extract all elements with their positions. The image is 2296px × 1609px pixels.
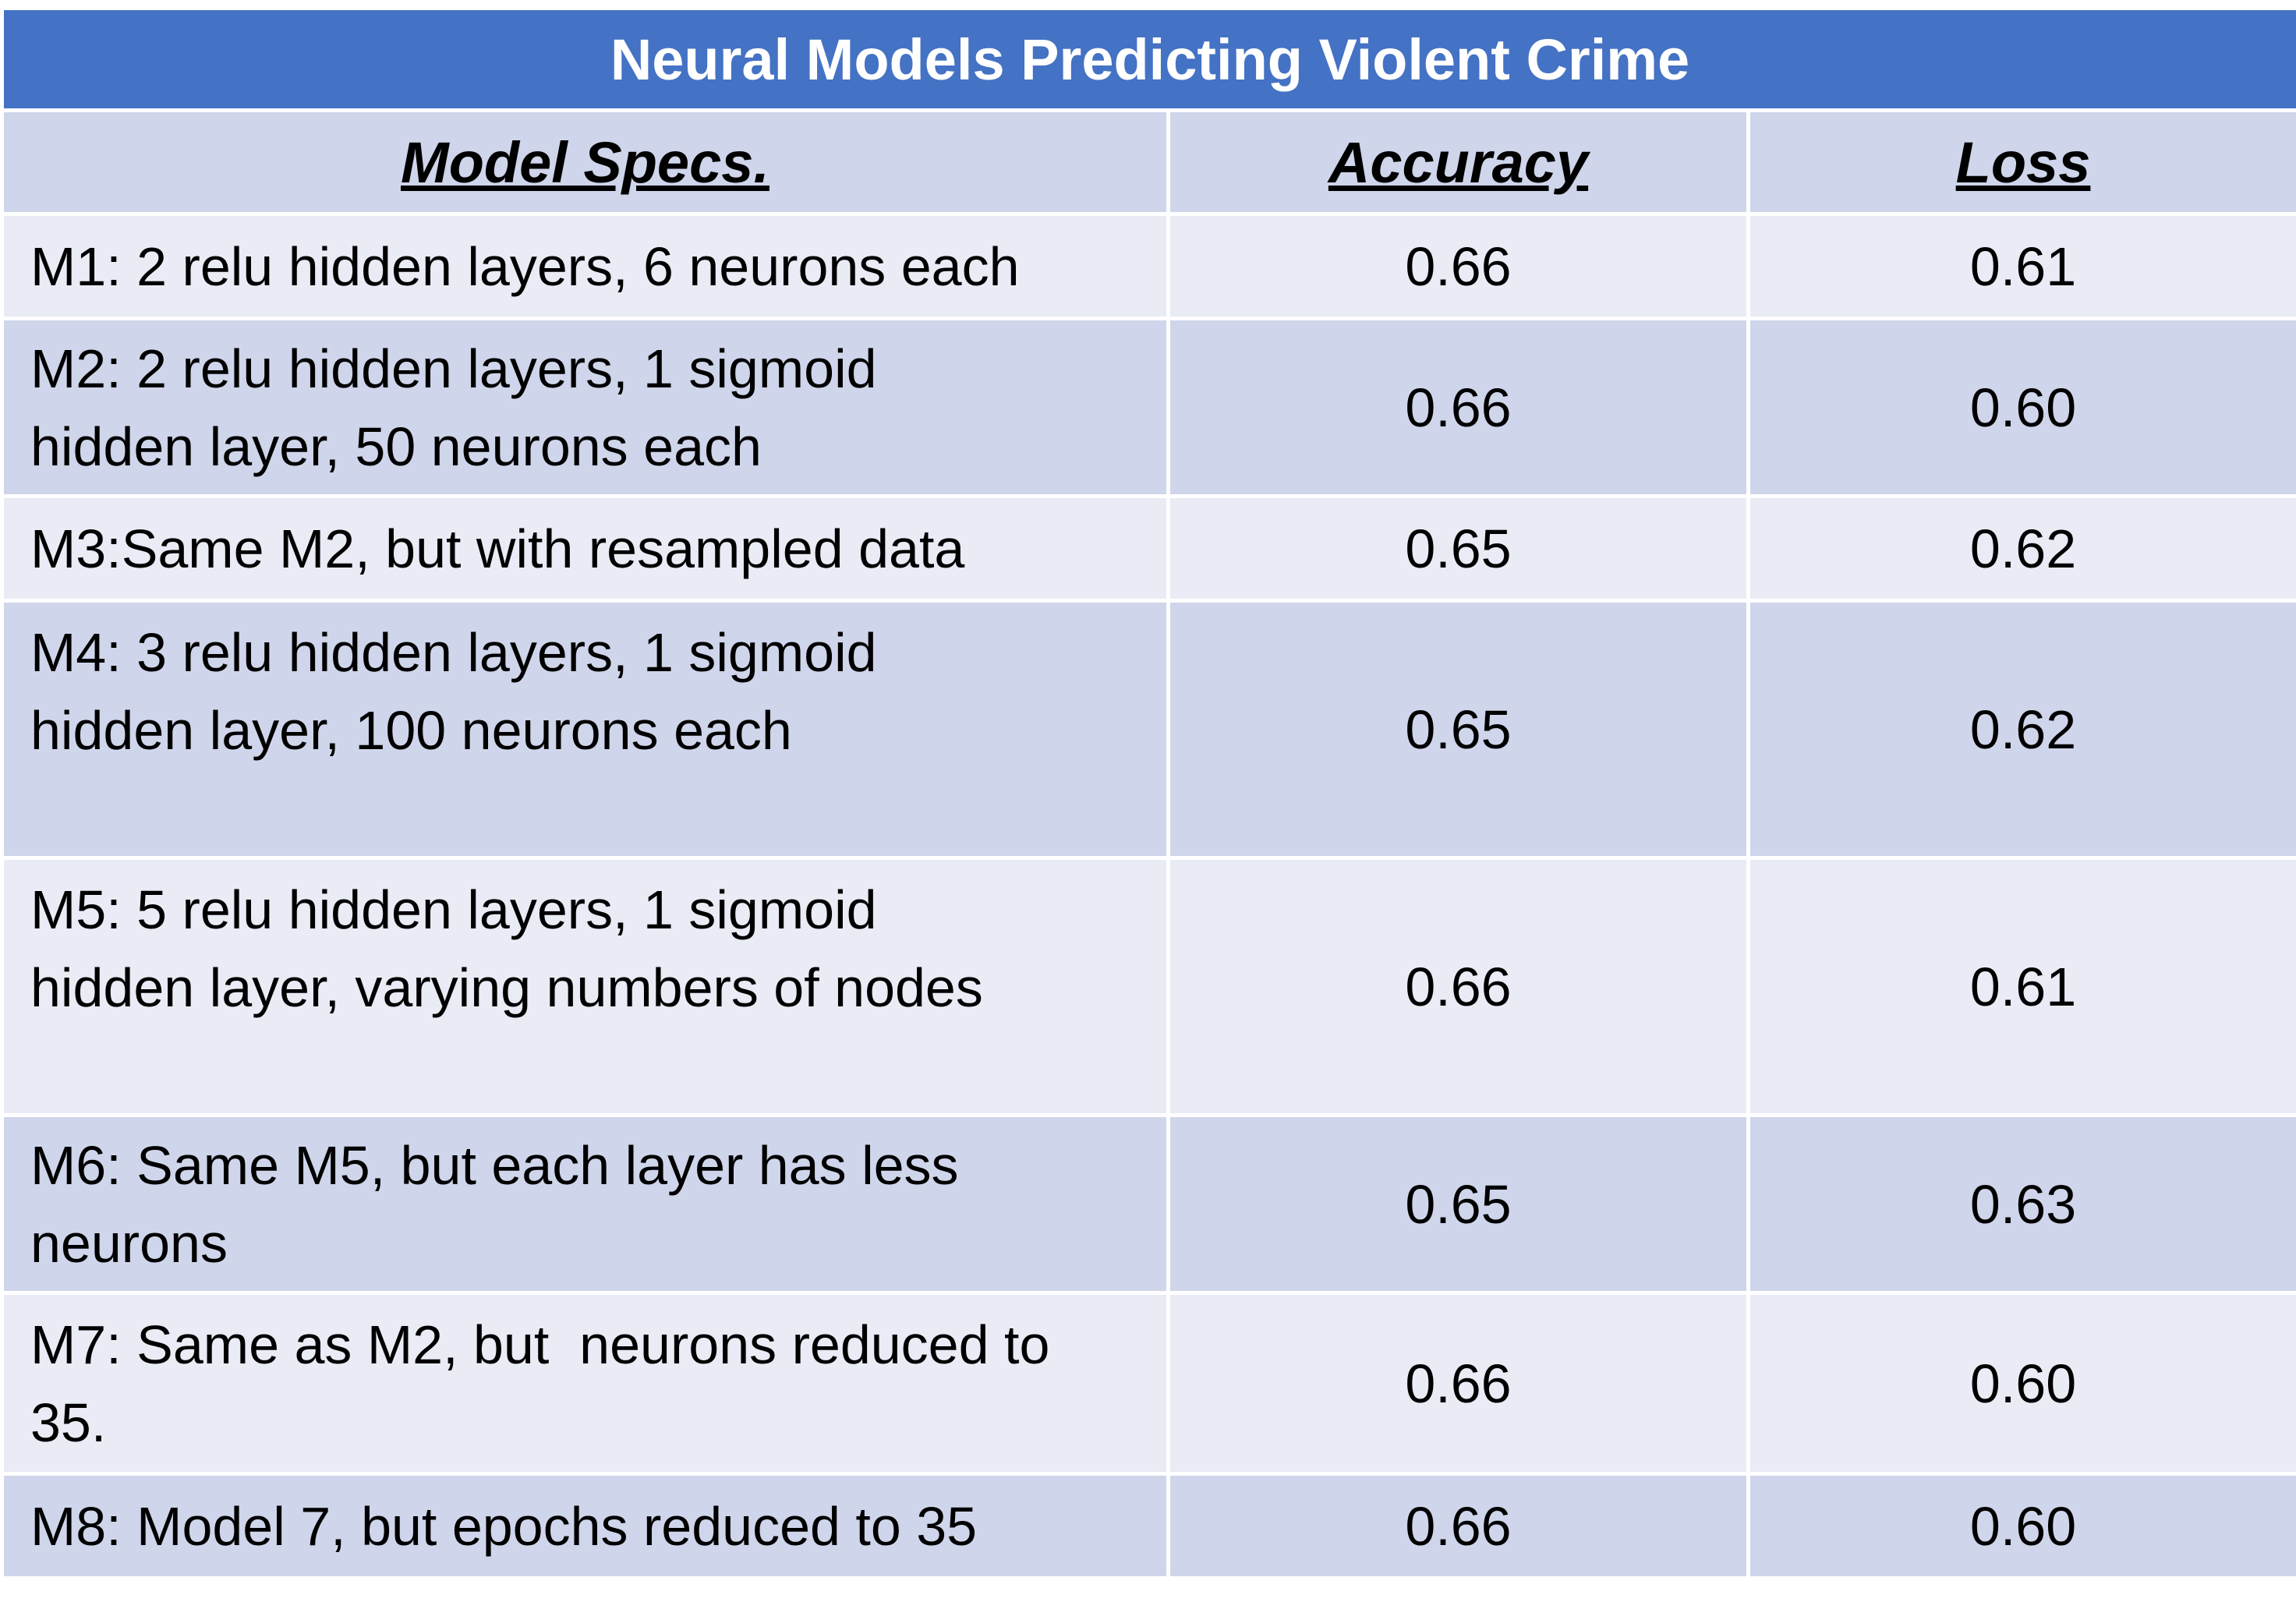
model-spec-cell: M8: Model 7, but epochs reduced to 35 — [0, 1472, 1170, 1580]
model-spec-line: M7: Same as M2, but neurons reduced to — [30, 1314, 1050, 1375]
accuracy-cell: 0.66 — [1166, 212, 1750, 320]
model-spec-cell: M7: Same as M2, but neurons reduced to 3… — [0, 1291, 1170, 1476]
loss-cell: 0.62 — [1746, 494, 2296, 603]
model-spec-line: M2: 2 relu hidden layers, 1 sigmoid — [30, 338, 877, 399]
table-title-row: Neural Models Predicting Violent Crime — [0, 6, 2296, 112]
loss-cell: 0.63 — [1746, 1113, 2296, 1295]
loss-cell: 0.61 — [1746, 856, 2296, 1117]
model-spec-line: M4: 3 relu hidden layers, 1 sigmoid — [30, 622, 877, 683]
model-spec-cell: M5: 5 relu hidden layers, 1 sigmoid hidd… — [0, 856, 1170, 1117]
column-header-accuracy: Accuracy — [1166, 108, 1750, 216]
accuracy-cell: 0.66 — [1166, 856, 1750, 1117]
table-row: M4: 3 relu hidden layers, 1 sigmoid hidd… — [0, 599, 2296, 860]
table-row: M8: Model 7, but epochs reduced to 35 0.… — [0, 1472, 2296, 1580]
accuracy-cell: 0.65 — [1166, 599, 1750, 860]
table-title: Neural Models Predicting Violent Crime — [0, 6, 2296, 112]
loss-cell: 0.60 — [1746, 316, 2296, 498]
accuracy-cell: 0.65 — [1166, 1113, 1750, 1295]
loss-cell: 0.61 — [1746, 212, 2296, 320]
table-row: M7: Same as M2, but neurons reduced to 3… — [0, 1291, 2296, 1476]
model-spec-line: hidden layer, varying numbers of nodes — [30, 957, 983, 1018]
loss-cell: 0.60 — [1746, 1472, 2296, 1580]
model-spec-cell: M1: 2 relu hidden layers, 6 neurons each — [0, 212, 1170, 320]
model-spec-cell: M6: Same M5, but each layer has less neu… — [0, 1113, 1170, 1295]
accuracy-cell: 0.66 — [1166, 1291, 1750, 1476]
accuracy-cell: 0.66 — [1166, 316, 1750, 498]
model-spec-cell: M2: 2 relu hidden layers, 1 sigmoid hidd… — [0, 316, 1170, 498]
table-row: M5: 5 relu hidden layers, 1 sigmoid hidd… — [0, 856, 2296, 1117]
accuracy-cell: 0.66 — [1166, 1472, 1750, 1580]
loss-cell: 0.62 — [1746, 599, 2296, 860]
model-spec-line: 35. — [30, 1392, 107, 1453]
table-header-row: Model Specs. Accuracy Loss — [0, 108, 2296, 216]
table-row: M3:Same M2, but with resampled data 0.65… — [0, 494, 2296, 603]
column-header-model-specs: Model Specs. — [0, 108, 1170, 216]
table-row: M6: Same M5, but each layer has less neu… — [0, 1113, 2296, 1295]
model-spec-cell: M3:Same M2, but with resampled data — [0, 494, 1170, 603]
table-row: M2: 2 relu hidden layers, 1 sigmoid hidd… — [0, 316, 2296, 498]
model-spec-line: hidden layer, 100 neurons each — [30, 700, 792, 761]
model-spec-line: neurons — [30, 1212, 228, 1274]
model-spec-line: hidden layer, 50 neurons each — [30, 416, 762, 477]
model-spec-line: M6: Same M5, but each layer has less — [30, 1134, 959, 1196]
table-row: M1: 2 relu hidden layers, 6 neurons each… — [0, 212, 2296, 320]
model-spec-cell: M4: 3 relu hidden layers, 1 sigmoid hidd… — [0, 599, 1170, 860]
model-spec-line: M5: 5 relu hidden layers, 1 sigmoid — [30, 879, 877, 940]
column-header-loss: Loss — [1746, 108, 2296, 216]
accuracy-cell: 0.65 — [1166, 494, 1750, 603]
results-table: Neural Models Predicting Violent Crime M… — [0, 6, 2296, 1580]
results-table-container: Neural Models Predicting Violent Crime M… — [0, 6, 2296, 1580]
loss-cell: 0.60 — [1746, 1291, 2296, 1476]
